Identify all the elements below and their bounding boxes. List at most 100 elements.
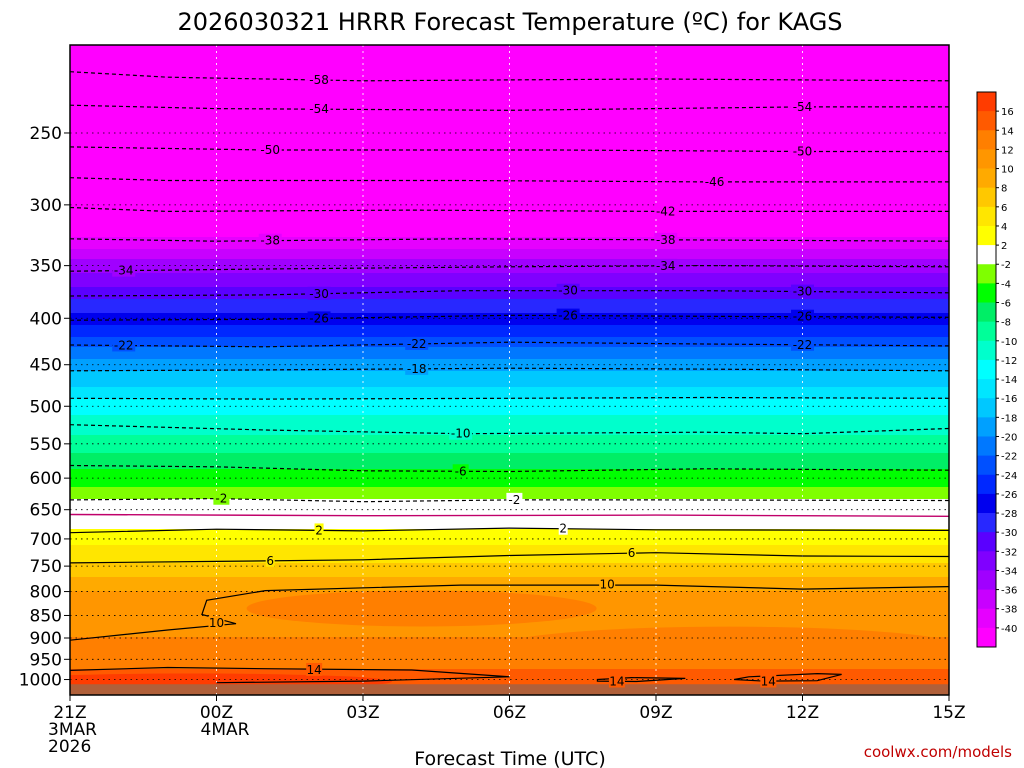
field-band bbox=[70, 241, 949, 244]
contour-label-bg bbox=[307, 72, 331, 86]
contour-label: -30 bbox=[793, 285, 813, 299]
field-band bbox=[70, 443, 949, 446]
field-band bbox=[70, 121, 949, 124]
colorbar-swatch bbox=[977, 589, 996, 610]
field-band bbox=[70, 223, 949, 226]
field-band bbox=[70, 271, 949, 274]
contour-label-bg bbox=[703, 174, 727, 188]
field-band bbox=[70, 323, 949, 326]
contour-line bbox=[70, 290, 949, 297]
field-band bbox=[70, 473, 949, 476]
colorbar-swatch bbox=[977, 436, 996, 457]
warm-pocket bbox=[246, 590, 597, 627]
field-band bbox=[70, 277, 949, 280]
field-band bbox=[70, 131, 949, 134]
colorbar-label: -16 bbox=[1001, 394, 1017, 405]
colorbar-label: -34 bbox=[1001, 566, 1017, 577]
field-band bbox=[70, 329, 949, 332]
field-band bbox=[70, 61, 949, 64]
field-band bbox=[70, 421, 949, 424]
y-tick-label: 500 bbox=[30, 397, 62, 417]
colorbar-label: -26 bbox=[1001, 490, 1017, 501]
colorbar-label: 4 bbox=[1001, 222, 1007, 233]
field-band bbox=[70, 419, 949, 422]
colorbar-label: -12 bbox=[1001, 356, 1017, 367]
contour-label-bg bbox=[654, 232, 678, 246]
contour-label: -30 bbox=[558, 284, 578, 298]
contour-label-bg bbox=[556, 308, 580, 322]
contour-label-bg bbox=[760, 674, 777, 688]
field-band bbox=[70, 587, 949, 590]
field-band bbox=[70, 367, 949, 370]
field-band bbox=[70, 187, 949, 190]
field-band bbox=[70, 335, 949, 338]
chart-title: 2026030321 HRRR Forecast Temperature (ºC… bbox=[177, 8, 842, 36]
contour-label-bg bbox=[791, 99, 814, 113]
y-tick-label: 900 bbox=[30, 629, 62, 649]
contour-label-bg bbox=[452, 464, 469, 478]
y-tick-label: 600 bbox=[30, 469, 62, 489]
field-band bbox=[70, 379, 949, 382]
field-band bbox=[70, 317, 949, 320]
contour-label-bg bbox=[208, 615, 225, 629]
x-tick-label: 06Z bbox=[493, 703, 526, 723]
field-band bbox=[70, 539, 949, 542]
field-band bbox=[70, 311, 949, 314]
contour-label: -10 bbox=[451, 427, 471, 441]
field-band bbox=[70, 47, 949, 50]
contour-label-bg bbox=[791, 337, 814, 351]
field-band bbox=[70, 437, 949, 440]
field-band bbox=[70, 631, 949, 634]
field-band bbox=[70, 623, 949, 626]
y-tick-label: 650 bbox=[30, 501, 62, 521]
colorbar-label: 8 bbox=[1001, 184, 1007, 195]
field-band bbox=[70, 305, 949, 308]
field-band bbox=[70, 625, 949, 628]
field-band bbox=[70, 217, 949, 220]
contour-label-bg bbox=[791, 309, 814, 323]
field-band bbox=[70, 439, 949, 442]
contour-label: -54 bbox=[309, 102, 329, 116]
field-band bbox=[70, 349, 949, 352]
field-band bbox=[70, 533, 949, 536]
field-band bbox=[70, 659, 949, 662]
y-tick-label: 850 bbox=[30, 606, 62, 626]
field-band bbox=[70, 313, 949, 316]
contour-label-bg bbox=[307, 102, 331, 116]
field-band bbox=[70, 431, 949, 434]
contour-line bbox=[70, 177, 949, 183]
contour-label: 2 bbox=[559, 522, 567, 536]
field-band bbox=[70, 391, 949, 394]
field-band bbox=[70, 629, 949, 632]
contour-label-bg bbox=[112, 338, 136, 352]
field-band bbox=[70, 353, 949, 356]
contour-label-bg bbox=[405, 336, 429, 350]
contour-label: -38 bbox=[260, 234, 280, 248]
y-tick-label: 1000 bbox=[19, 671, 62, 691]
colorbar-swatch bbox=[977, 627, 996, 648]
field-band bbox=[70, 97, 949, 100]
field-band bbox=[70, 53, 949, 56]
field-band bbox=[70, 245, 949, 248]
contour-line bbox=[70, 666, 510, 684]
x-tick-label: 15Z bbox=[932, 703, 965, 723]
y-tick-label: 400 bbox=[30, 309, 62, 329]
contour-line bbox=[70, 424, 949, 435]
field-band bbox=[70, 505, 949, 508]
field-band bbox=[70, 409, 949, 412]
colorbar-label: -40 bbox=[1001, 624, 1017, 635]
contour-label: -26 bbox=[558, 309, 578, 323]
contour-line bbox=[70, 314, 949, 321]
field-band bbox=[70, 347, 949, 350]
contour-label: -22 bbox=[114, 338, 134, 352]
contour-line bbox=[70, 513, 949, 517]
field-band bbox=[70, 283, 949, 286]
field-band bbox=[70, 337, 949, 340]
contour-label: -42 bbox=[656, 204, 676, 218]
field-band bbox=[70, 149, 949, 152]
colorbar-label: 14 bbox=[1001, 126, 1014, 137]
y-tick-label: 800 bbox=[30, 583, 62, 603]
contour-label: -30 bbox=[309, 287, 329, 301]
colorbar-swatch bbox=[977, 111, 996, 131]
ground-strip bbox=[70, 684, 949, 695]
